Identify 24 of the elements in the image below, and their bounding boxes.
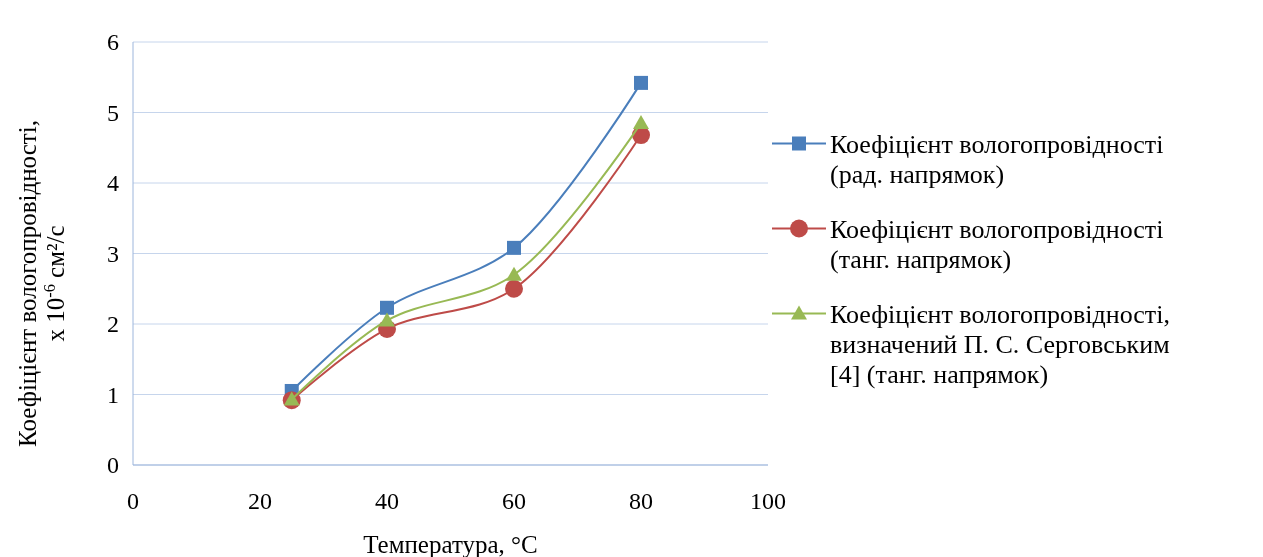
legend-label: Коефіцієнт вологопровідності (рад. напрямок) <box>830 129 1164 189</box>
x-tick-label: 0 <box>127 488 139 514</box>
y-tick-label: 5 <box>107 99 119 126</box>
legend-label: Коефіцієнт вологопровідності, визначений П. С. Серговським [4] (танг. напрямок) <box>830 299 1170 389</box>
point <box>380 300 394 315</box>
point <box>379 312 395 327</box>
point <box>505 279 523 298</box>
point <box>283 391 300 406</box>
x-tick-label: 20 <box>248 488 272 514</box>
point <box>507 240 521 255</box>
y-tick-label: 4 <box>107 170 119 197</box>
point <box>634 75 648 90</box>
y-tick-label: 0 <box>107 452 119 479</box>
x-tick-label: 60 <box>502 488 526 514</box>
y-tick-label: 3 <box>107 240 119 267</box>
y-tick-label: 6 <box>107 29 119 56</box>
x-tick-label: 40 <box>375 488 399 514</box>
x-tick-label: 100 <box>750 488 786 514</box>
point <box>633 115 649 130</box>
y-tick-label: 1 <box>107 381 119 408</box>
y-tick-label: 2 <box>107 311 119 338</box>
x-tick-label: 80 <box>629 488 653 514</box>
legend-label: Коефіцієнт вологопровідності (танг. напрямок) <box>830 214 1164 274</box>
point <box>506 266 522 281</box>
